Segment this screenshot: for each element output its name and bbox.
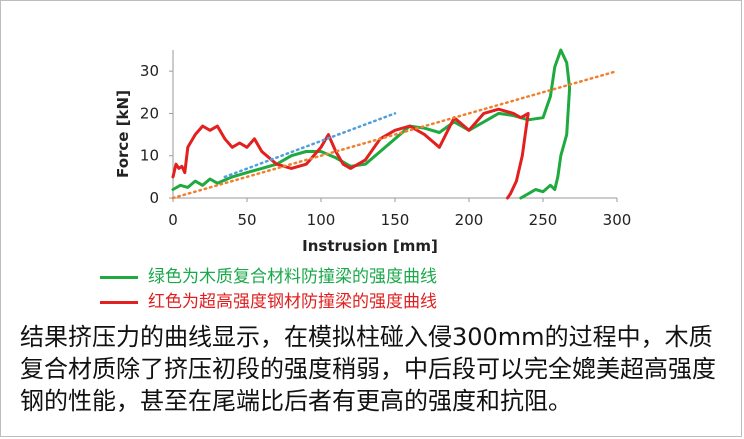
y-tick-label: 30 [140,62,159,80]
chart-series [171,48,619,200]
legend-swatch-red [100,300,138,304]
chart-labels: 0 50 100 150 200 250 300 0 10 20 30 Instrusion [mm]… [114,62,631,255]
trend-line-orange [171,69,619,200]
y-tick-label: 20 [140,104,159,122]
legend-item-red: 红色为超高强度钢材防撞梁的强度曲线 [100,291,437,313]
legend-label-red: 红色为超高强度钢材防撞梁的强度曲线 [148,292,437,312]
caption-text: 结果挤压力的曲线显示，在模拟柱碰入侵300mm的过程中，木质复合材质除了挤压初段… [20,323,716,415]
x-tick-label: 100 [307,211,336,229]
x-tick-label: 300 [603,211,632,229]
legend-swatch-green [100,275,138,279]
series-line-red [171,107,530,200]
y-tick-label: 10 [140,147,159,165]
x-tick-label: 0 [168,211,178,229]
y-axis-title: Force [kN] [114,90,132,178]
series-line-green [171,48,572,200]
x-tick-label: 250 [529,211,558,229]
y-tick-label: 0 [149,189,159,207]
x-tick-label: 150 [381,211,410,229]
force-intrusion-chart: 0 50 100 150 200 250 300 0 10 20 30 Instrusion [mm]… [114,48,631,255]
legend-label-green: 绿色为木质复合材料防撞梁的强度曲线 [148,267,437,287]
x-tick-label: 50 [237,211,256,229]
x-axis-title: Instrusion [mm] [302,237,438,255]
x-tick-label: 200 [455,211,484,229]
legend-item-green: 绿色为木质复合材料防撞梁的强度曲线 [100,266,437,288]
